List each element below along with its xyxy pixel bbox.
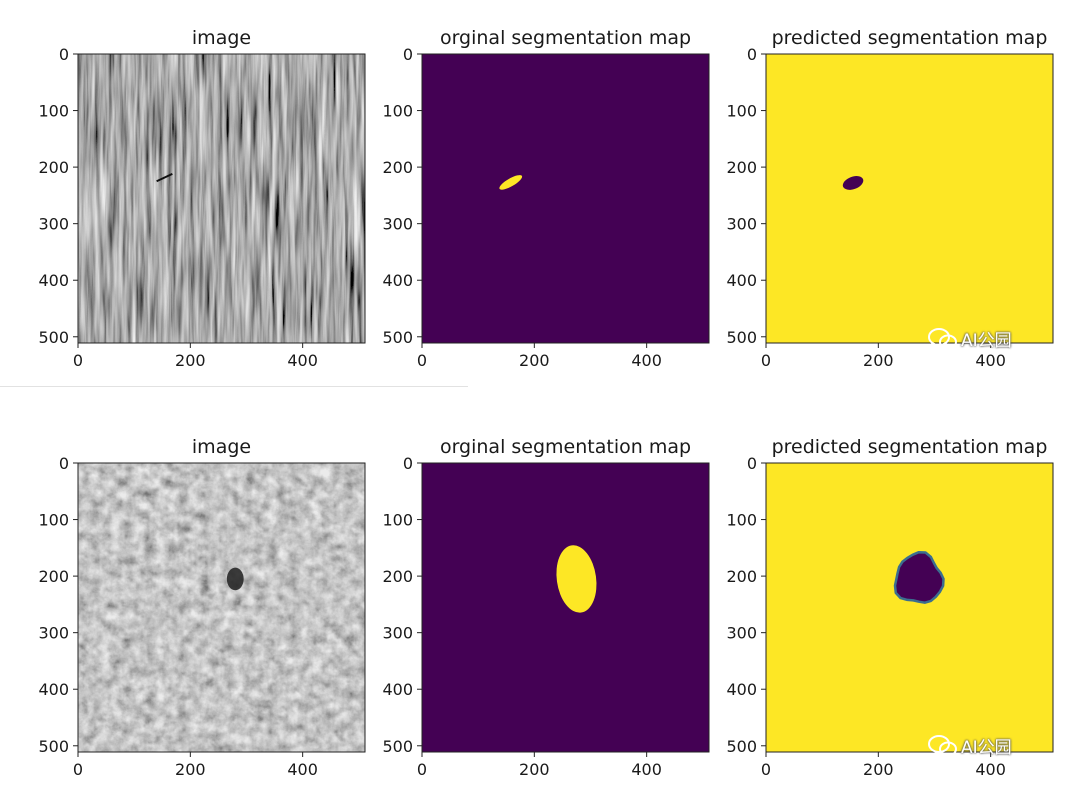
y-tick-label: 200 [726, 567, 757, 586]
watermark-text: AI公园 [961, 738, 1012, 758]
mask-background [422, 54, 709, 343]
y-tick-label: 400 [382, 271, 413, 290]
watermark: AI公园 [928, 326, 1012, 351]
image-texture [78, 54, 365, 343]
panel-image-2: image 0 200 400 0 100 200 300 400 500 [38, 436, 366, 779]
y-tick-label: 200 [38, 567, 69, 586]
y-tick-label: 100 [382, 102, 413, 121]
chart-title: predicted segmentation map [772, 27, 1048, 49]
x-tick-label: 400 [975, 351, 1006, 370]
chart-title: image [192, 436, 251, 458]
y-tick-label: 200 [726, 158, 757, 177]
x-tick-label: 200 [863, 760, 894, 779]
y-tick-label: 100 [38, 511, 69, 530]
y-tick-label: 500 [38, 737, 69, 756]
y-tick-label: 400 [726, 271, 757, 290]
y-tick-label: 300 [382, 215, 413, 234]
wechat-icon [928, 734, 957, 756]
y-tick-label: 500 [382, 328, 413, 347]
axes-frame [765, 53, 1054, 344]
chart-title: image [192, 27, 251, 49]
panel-image-1: image 0 200 400 0 100 200 300 400 500 [38, 27, 366, 370]
wechat-icon [928, 327, 957, 349]
x-tick-label: 200 [863, 351, 894, 370]
x-tick-label: 0 [73, 760, 83, 779]
y-tick-label: 500 [726, 737, 757, 756]
y-tick-label: 400 [726, 680, 757, 699]
y-tick-label: 400 [38, 680, 69, 699]
y-tick-label: 300 [38, 215, 69, 234]
image-texture [78, 463, 365, 752]
divider-line [0, 386, 468, 387]
y-tick-label: 400 [382, 680, 413, 699]
axes-frame [765, 462, 1054, 753]
y-tick-label: 300 [726, 215, 757, 234]
x-tick-label: 200 [175, 351, 206, 370]
mask-region [893, 550, 945, 604]
x-tick-label: 400 [287, 351, 318, 370]
y-tick-label: 0 [747, 454, 757, 473]
x-tick-label: 0 [417, 351, 427, 370]
mask-background [766, 54, 1053, 343]
y-tick-label: 100 [726, 102, 757, 121]
y-tick-label: 300 [38, 624, 69, 643]
axes-frame [77, 462, 366, 753]
y-tick-label: 0 [747, 45, 757, 64]
x-tick-label: 0 [761, 760, 771, 779]
panel-predicted-map-1: predicted segmentation map 0 200 400 0 100 200… [726, 27, 1054, 370]
y-tick-label: 500 [382, 737, 413, 756]
watermark-text: AI公园 [961, 331, 1012, 351]
defect-mark [156, 172, 173, 183]
y-tick-label: 100 [38, 102, 69, 121]
panel-predicted-map-2: predicted segmentation map 0 200 400 0 100 200… [726, 436, 1054, 779]
y-tick-label: 500 [38, 328, 69, 347]
x-tick-label: 200 [519, 760, 550, 779]
watermark-2: AI公园 [928, 733, 1012, 758]
mask-background [422, 463, 709, 752]
x-tick-label: 400 [631, 351, 662, 370]
y-tick-label: 300 [382, 624, 413, 643]
y-tick-label: 400 [38, 271, 69, 290]
y-tick-label: 300 [726, 624, 757, 643]
y-tick-label: 0 [59, 454, 69, 473]
x-tick-label: 200 [519, 351, 550, 370]
axes-frame [421, 53, 710, 344]
y-tick-label: 0 [403, 454, 413, 473]
y-tick-label: 100 [726, 511, 757, 530]
mask-region [499, 175, 523, 190]
y-tick-label: 0 [59, 45, 69, 64]
x-tick-label: 400 [631, 760, 662, 779]
y-tick-label: 500 [726, 328, 757, 347]
axes-frame [421, 462, 710, 753]
chart-title: predicted segmentation map [772, 436, 1048, 458]
x-tick-label: 200 [175, 760, 206, 779]
x-tick-label: 0 [761, 351, 771, 370]
mask-region [556, 545, 597, 613]
x-tick-label: 0 [417, 760, 427, 779]
chart-title: orginal segmentation map [440, 436, 691, 458]
mask-region [842, 176, 864, 190]
y-tick-label: 100 [382, 511, 413, 530]
x-tick-label: 0 [73, 351, 83, 370]
chart-title: orginal segmentation map [440, 27, 691, 49]
panel-original-map-2: orginal segmentation map 0 200 400 0 100 200 30… [382, 436, 710, 779]
y-tick-label: 200 [382, 158, 413, 177]
panel-original-map-1: orginal segmentation map 0 200 400 0 100 200 30… [382, 27, 710, 370]
defect-mark [226, 567, 244, 591]
x-tick-label: 400 [975, 760, 1006, 779]
mask-background [766, 463, 1053, 752]
y-tick-label: 200 [382, 567, 413, 586]
y-tick-label: 200 [38, 158, 69, 177]
y-tick-label: 0 [403, 45, 413, 64]
axes-frame [77, 53, 366, 344]
x-tick-label: 400 [287, 760, 318, 779]
